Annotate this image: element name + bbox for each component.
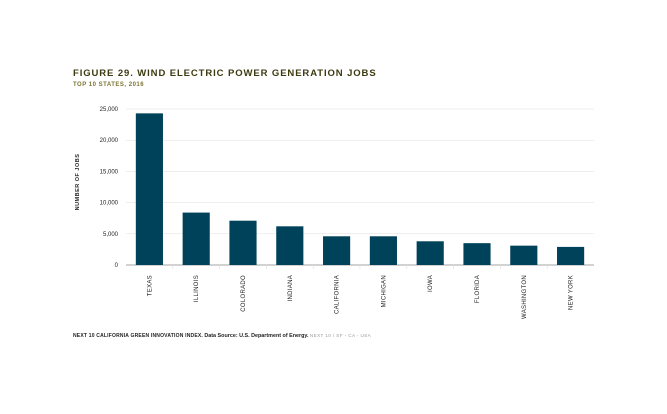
y-axis-label: NUMBER OF JOBS [75,154,81,211]
y-tick-label: 0 [115,263,119,269]
x-axis-ticks: TEXAS ILLINOIS COLORADO INDIANA CALIFORNIA MI… [147,265,575,319]
x-tick-label: IOWA [428,275,434,292]
y-tick-label: 15,000 [100,169,119,175]
y-axis-ticks: 0 5,000 10,000 15,000 20,000 25,000 [100,107,119,269]
x-tick-label: NEW YORK [569,275,575,310]
x-tick-label: COLORADO [241,275,247,312]
footer-source: Data Source: U.S. Department of Energy. [204,333,309,339]
footer: NEXT 10 CALIFORNIA GREEN INNOVATION INDE… [73,333,371,339]
bar-washington [510,245,538,265]
chart-title: FIGURE 29. WIND ELECTRIC POWER GENERATIO… [73,68,377,79]
x-tick-label: TEXAS [147,275,153,296]
bar-new-york [557,246,585,265]
x-tick-label: CALIFORNIA [335,275,341,314]
x-tick-label: ILLINOIS [194,275,200,302]
bar-florida [463,243,491,265]
y-tick-label: 5,000 [103,232,119,238]
x-tick-label: INDIANA [288,275,294,301]
bars [135,113,585,265]
bar-michigan [369,236,397,265]
footer-brand: NEXT 10 CALIFORNIA GREEN INNOVATION INDE… [73,333,203,339]
x-tick-label: MICHIGAN [381,275,387,307]
y-tick-label: 20,000 [100,138,119,144]
bar-colorado [229,220,257,265]
y-tick-label: 10,000 [100,201,119,207]
bar-indiana [276,226,304,265]
bar-iowa [416,241,444,265]
x-tick-label: WASHINGTON [522,275,528,319]
bar-california [323,236,351,265]
bar-illinois [182,212,210,265]
footer-tagline: NEXT 10 / SF - CA - USA [309,333,372,338]
chart-subtitle: TOP 10 STATES, 2016 [73,82,145,88]
x-tick-label: FLORIDA [475,275,481,303]
bar-texas [135,113,163,265]
y-tick-label: 25,000 [100,107,119,113]
